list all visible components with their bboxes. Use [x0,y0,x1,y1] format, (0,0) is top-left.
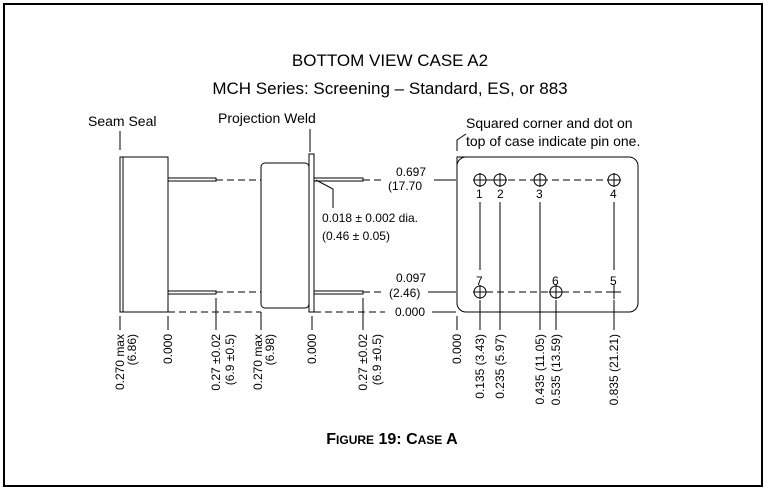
seam-width-in: 0.270 max [113,334,127,390]
dim-top-mm: (17.70 [388,179,422,193]
seam-pin-len-in: 0.27 ±0.02 [209,334,223,391]
pin-7-marker [473,285,487,299]
projection-weld-pin-bottom [313,290,364,295]
pin-2-label: 2 [497,187,504,201]
pin-note-line1: Squared corner and dot on [466,115,633,131]
pin-x-0535: 0.535 (13.59) [549,334,563,405]
seam-zero: 0.000 [161,334,175,364]
pin-7-label: 7 [476,274,483,288]
pin-2-marker [493,173,507,187]
pin-x-0135: 0.135 (3.43) [473,334,487,399]
bottom-view-case [456,156,639,313]
projection-weld-body [260,162,310,309]
weld-zero: 0.000 [305,334,319,364]
dia-leader [315,179,334,208]
dim-top-in: 0.697 [396,165,426,179]
pin-x-0235: 0.235 (5.97) [493,334,507,399]
pin-4-marker [607,173,621,187]
seam-seal-pin-bottom [167,290,217,295]
diagram-subtitle: MCH Series: Screening – Standard, ES, or… [212,79,567,98]
weld-pin-len-in: 0.27 ±0.02 [356,334,370,391]
seam-seal-body [119,156,169,313]
pin-3-marker [533,173,547,187]
pin-one-squared-corner [456,156,466,166]
dim-mid-mm: (2.46) [389,286,420,300]
pin-1-marker [473,173,487,187]
projection-weld-flange [308,153,315,313]
bottom-zero: 0.000 [450,334,464,364]
pin-5-marker [608,285,621,299]
dim-zero: 0.000 [395,305,425,319]
weld-width-in: 0.270 max [251,334,265,390]
dim-mid-in: 0.097 [396,271,426,285]
seam-seal-pin-top [167,177,217,182]
pin-6-marker [549,285,563,299]
diagram-title: BOTTOM VIEW CASE A2 [292,51,488,70]
dia-in: 0.018 ± 0.002 dia. [322,211,418,225]
projection-weld-pin-top [313,177,364,182]
pin-note-line2: top of case indicate pin one. [466,133,640,149]
pin-6-label: 6 [552,274,559,288]
pin-1-label: 1 [476,187,483,201]
pin-x-0435: 0.435 (11.05) [533,334,547,405]
weld-pin-len-mm: (6.9 ±0.5) [370,334,384,385]
dia-mm: (0.46 ± 0.05) [322,229,390,243]
projection-weld-label: Projection Weld [218,110,316,126]
seam-seal-label: Seam Seal [88,113,156,129]
pin-3-label: 3 [536,187,543,201]
seam-width-mm: (6.86) [125,334,139,365]
weld-width-mm: (6.98) [263,334,277,365]
pin-5-label: 5 [610,274,617,288]
pin-x-0835: 0.835 (21.21) [607,334,621,405]
figure-caption: FIGURE 19: CASE A [326,431,458,448]
seam-pin-len-mm: (6.9 ±0.5) [223,334,237,385]
pin-note-leader [456,133,467,151]
pin-4-label: 4 [610,187,617,201]
